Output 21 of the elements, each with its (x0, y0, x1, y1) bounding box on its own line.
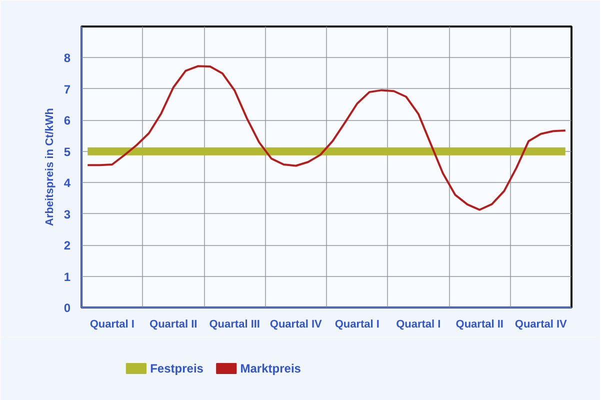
y-tick-label: 7 (64, 82, 71, 96)
y-axis-title: Arbeitspreis in Ct/kWh (44, 108, 56, 226)
x-tick-label: Quartal I (334, 318, 380, 330)
line-series (86, 65, 566, 211)
y-tick-label: 5 (64, 144, 71, 159)
x-tick-label: Quartal I (396, 318, 441, 330)
x-tick-label: Quartal III (209, 318, 260, 330)
legend-label: Festpreis (150, 362, 204, 376)
y-tick-label: 4 (64, 176, 71, 190)
x-tick-label: Quartal IV (270, 318, 323, 330)
y-tick-label: 1 (64, 270, 71, 284)
y-tick-label: 6 (64, 114, 71, 128)
x-tick-label: Quartal IV (514, 318, 568, 330)
y-tick-label: 3 (64, 207, 71, 222)
x-tick-label: Quartal II (150, 318, 198, 330)
legend-label: Marktpreis (240, 362, 302, 376)
y-tick-label: 2 (64, 238, 71, 253)
x-tick-label: Quartal I (90, 318, 134, 330)
x-tick-label: Quartal II (456, 318, 504, 330)
y-tick-label: 8 (64, 51, 71, 66)
y-tick-label: 0 (64, 301, 71, 315)
